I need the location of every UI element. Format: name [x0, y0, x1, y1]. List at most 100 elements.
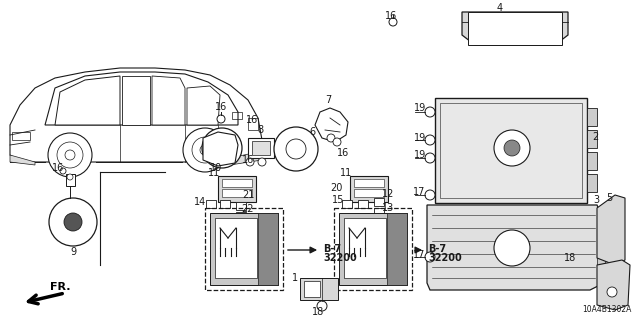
Bar — [344, 218, 386, 278]
Polygon shape — [45, 72, 238, 125]
Text: 16: 16 — [52, 163, 64, 173]
Text: 18: 18 — [312, 307, 324, 317]
Text: 10A4B1302A: 10A4B1302A — [582, 305, 632, 314]
Text: 11: 11 — [208, 168, 220, 178]
Circle shape — [202, 128, 242, 168]
Bar — [468, 12, 562, 45]
Bar — [236, 212, 246, 220]
Polygon shape — [462, 12, 568, 45]
Bar — [205, 208, 283, 290]
Text: 18: 18 — [564, 253, 576, 263]
Bar — [248, 138, 274, 158]
Text: 5: 5 — [606, 193, 612, 203]
Circle shape — [214, 140, 230, 156]
Text: 12: 12 — [382, 189, 394, 199]
Bar — [354, 179, 384, 187]
Circle shape — [192, 137, 218, 163]
Circle shape — [64, 213, 82, 231]
Circle shape — [425, 107, 435, 117]
Polygon shape — [152, 76, 185, 125]
Polygon shape — [55, 76, 120, 125]
Text: 10: 10 — [210, 163, 222, 173]
Text: 32200: 32200 — [323, 253, 356, 263]
Circle shape — [200, 145, 210, 155]
Bar — [597, 218, 605, 232]
Bar — [248, 118, 258, 130]
Circle shape — [48, 133, 92, 177]
Text: 20: 20 — [330, 183, 342, 193]
Bar — [339, 213, 407, 285]
Circle shape — [494, 230, 530, 266]
Text: 13: 13 — [382, 203, 394, 213]
Circle shape — [286, 139, 306, 159]
Circle shape — [57, 142, 83, 168]
Circle shape — [494, 130, 530, 166]
Text: 21: 21 — [242, 190, 254, 200]
Text: 19: 19 — [414, 133, 426, 143]
Text: 16: 16 — [242, 155, 254, 165]
Text: 17: 17 — [413, 187, 425, 197]
Bar — [334, 208, 412, 290]
Text: 22: 22 — [242, 204, 254, 214]
Bar — [374, 198, 384, 206]
Text: 8: 8 — [257, 125, 263, 135]
Circle shape — [217, 115, 225, 123]
Bar — [66, 174, 75, 186]
Bar — [435, 98, 587, 203]
Text: 3: 3 — [593, 195, 599, 205]
Circle shape — [425, 190, 435, 200]
Circle shape — [504, 140, 520, 156]
Bar — [206, 200, 216, 208]
Text: B-7: B-7 — [323, 244, 341, 254]
Bar — [354, 189, 384, 197]
Polygon shape — [315, 108, 348, 142]
Bar — [258, 213, 278, 285]
Polygon shape — [230, 152, 262, 165]
Text: 32200: 32200 — [428, 253, 461, 263]
Circle shape — [258, 158, 266, 166]
Bar — [342, 200, 352, 208]
Text: 1: 1 — [292, 273, 298, 283]
Text: 16: 16 — [337, 148, 349, 158]
Bar — [587, 152, 597, 170]
Text: B-7: B-7 — [428, 244, 446, 254]
Polygon shape — [187, 86, 220, 125]
Bar — [300, 278, 338, 300]
Text: 16: 16 — [385, 11, 397, 21]
Circle shape — [60, 168, 66, 174]
Bar — [587, 174, 597, 192]
Circle shape — [389, 18, 397, 26]
Text: 9: 9 — [70, 247, 76, 257]
Polygon shape — [427, 205, 600, 290]
Bar — [587, 108, 597, 126]
Bar — [387, 213, 407, 285]
Bar — [218, 176, 256, 202]
Circle shape — [607, 287, 617, 297]
Polygon shape — [10, 68, 262, 162]
Circle shape — [425, 153, 435, 163]
Text: 4: 4 — [497, 3, 503, 13]
Text: 11: 11 — [340, 168, 352, 178]
Bar — [232, 112, 242, 119]
Bar — [374, 208, 384, 216]
Circle shape — [274, 127, 318, 171]
Circle shape — [333, 138, 341, 146]
Bar — [350, 176, 388, 202]
Circle shape — [327, 134, 335, 142]
Bar — [587, 130, 597, 148]
Bar — [236, 202, 246, 210]
Bar — [210, 213, 278, 285]
Circle shape — [65, 150, 75, 160]
Bar — [304, 281, 320, 297]
Text: 16: 16 — [246, 115, 258, 125]
Bar — [597, 238, 605, 252]
Bar — [358, 200, 368, 208]
Bar — [222, 189, 252, 197]
Text: FR.: FR. — [50, 282, 70, 292]
Polygon shape — [203, 132, 238, 166]
Bar — [12, 132, 30, 140]
Text: 6: 6 — [309, 127, 315, 137]
Bar — [220, 200, 230, 208]
Text: 14: 14 — [194, 197, 206, 207]
Circle shape — [425, 252, 435, 262]
